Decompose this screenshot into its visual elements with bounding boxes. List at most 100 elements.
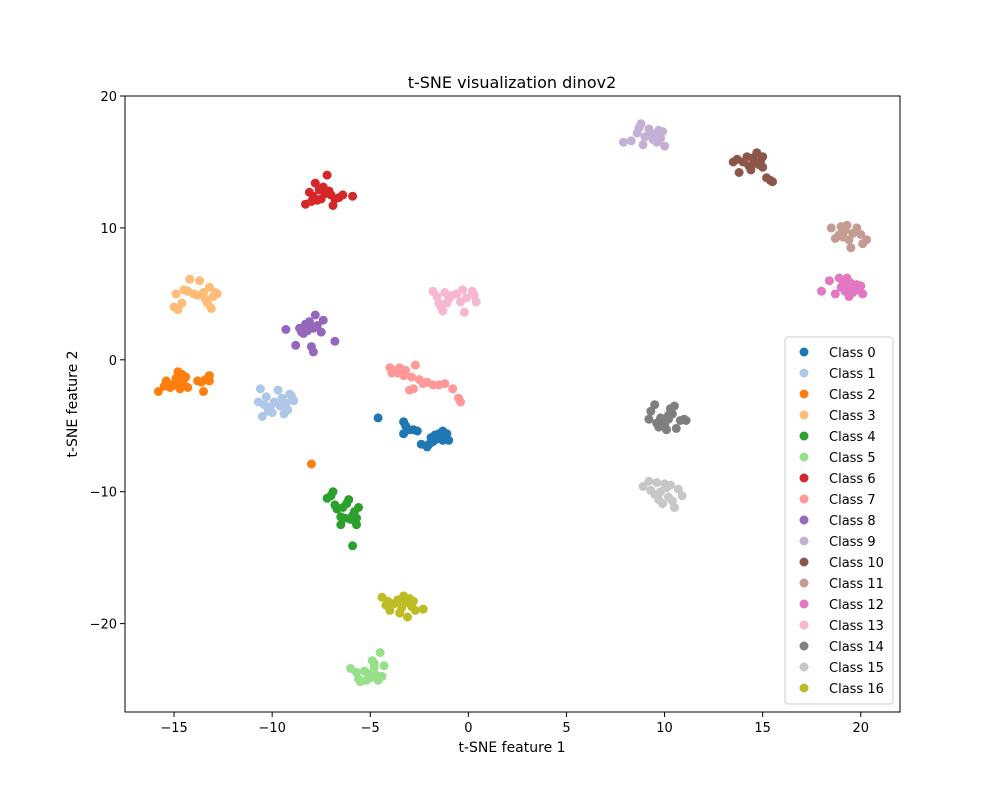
data-point: [412, 426, 422, 436]
series-class-16: [377, 591, 428, 622]
data-point: [660, 141, 670, 151]
y-axis-label: t-SNE feature 2: [65, 350, 81, 457]
data-point: [379, 661, 389, 671]
data-point: [408, 596, 418, 606]
data-point: [834, 273, 844, 283]
data-point: [316, 327, 326, 337]
data-point: [638, 140, 648, 150]
data-point: [644, 414, 654, 424]
series-class-12: [817, 273, 868, 301]
data-point: [352, 520, 361, 530]
data-point: [336, 520, 346, 530]
data-point: [340, 513, 350, 523]
data-point: [852, 223, 862, 233]
data-point: [646, 406, 656, 416]
data-point: [401, 365, 411, 375]
data-point: [361, 675, 371, 685]
x-tick-label: 10: [656, 721, 673, 736]
data-point: [206, 303, 216, 313]
data-point: [458, 285, 467, 295]
data-point: [338, 190, 348, 200]
y-tick-label: 10: [100, 222, 117, 237]
data-point: [442, 298, 452, 308]
data-point: [161, 376, 171, 386]
data-point: [673, 484, 683, 494]
legend: Class 0 Class 1 Class 2 Class 3 Class 4 Class…: [784, 336, 894, 705]
data-point: [650, 400, 660, 410]
y-tick-label: −10: [90, 486, 117, 501]
legend-item: Class 13: [799, 619, 884, 634]
x-tick-label: 5: [562, 721, 570, 736]
data-point: [758, 152, 768, 162]
data-point: [369, 658, 379, 668]
data-point: [255, 384, 265, 394]
data-point: [287, 392, 297, 402]
data-point: [330, 336, 340, 346]
data-point: [261, 392, 271, 402]
legend-marker: [799, 431, 809, 441]
legend-item: Class 8: [799, 514, 876, 529]
data-point: [669, 401, 679, 411]
data-point: [279, 409, 289, 419]
series-class-10: [728, 148, 777, 187]
legend-marker: [799, 683, 809, 693]
x-tick-label: −5: [361, 721, 380, 736]
data-point: [410, 605, 420, 615]
data-point: [373, 413, 383, 423]
data-point: [257, 412, 267, 421]
x-axis-label: t-SNE feature 1: [458, 740, 565, 756]
legend-item: Class 9: [799, 535, 876, 550]
data-point: [438, 306, 448, 316]
legend-marker: [799, 473, 809, 483]
series-class-2: [153, 367, 316, 469]
data-point: [153, 387, 163, 396]
data-point: [858, 289, 868, 299]
data-point: [656, 413, 666, 423]
legend-item: Class 14: [799, 640, 884, 655]
legend-box: [784, 336, 894, 705]
data-point: [308, 323, 318, 333]
data-point: [626, 136, 636, 146]
legend-label: Class 6: [829, 472, 876, 487]
data-point: [459, 307, 469, 317]
data-point: [456, 397, 465, 407]
legend-label: Class 4: [829, 430, 876, 445]
x-tick-label: 20: [852, 721, 869, 736]
data-point: [306, 459, 316, 469]
legend-marker: [799, 641, 809, 651]
data-point: [824, 276, 834, 286]
legend-marker: [799, 536, 809, 546]
legend-item: Class 10: [799, 556, 884, 571]
data-point: [385, 605, 395, 615]
legend-item: Class 5: [799, 451, 876, 466]
data-point: [862, 235, 872, 245]
data-point: [275, 401, 285, 411]
data-point: [846, 282, 856, 292]
data-point: [310, 310, 320, 320]
data-point: [734, 168, 744, 177]
data-point: [403, 612, 412, 622]
data-point: [167, 381, 177, 391]
data-point: [408, 384, 418, 394]
data-point: [344, 495, 354, 505]
legend-marker: [799, 599, 809, 609]
data-point: [322, 170, 332, 180]
legend-marker: [799, 452, 809, 462]
data-point: [387, 368, 397, 378]
data-point: [173, 305, 183, 315]
data-point: [471, 297, 481, 307]
x-tick-label: 15: [754, 721, 771, 736]
data-point: [308, 347, 318, 357]
legend-item: Class 7: [799, 493, 876, 508]
series-class-3: [169, 274, 222, 315]
data-point: [634, 123, 644, 133]
chart-title: t-SNE visualization dinov2: [408, 73, 617, 92]
series-class-6: [301, 170, 358, 210]
data-point: [281, 325, 291, 334]
y-tick-label: −20: [90, 618, 117, 633]
series-class-8: [281, 310, 340, 357]
data-point: [204, 371, 214, 381]
data-point: [377, 671, 387, 681]
data-point: [407, 372, 416, 382]
legend-item: Class 3: [799, 409, 876, 424]
